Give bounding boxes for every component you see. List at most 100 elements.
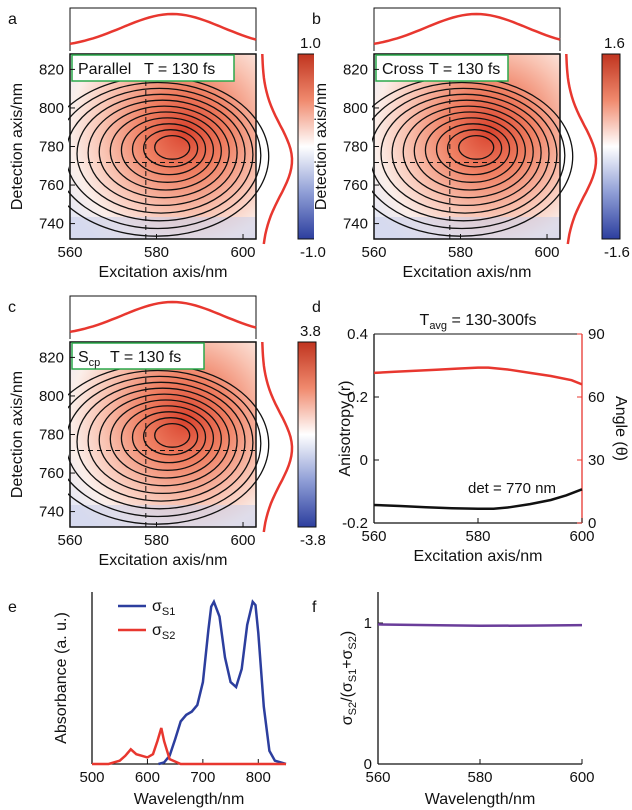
contour-line <box>76 381 246 502</box>
y-tick-label: 800 <box>39 100 64 117</box>
x-tick-label: 580 <box>144 532 169 549</box>
y-axis-label-left-d: Anisotropy (r) <box>337 380 354 476</box>
y-tick-label: 740 <box>343 216 368 233</box>
x-tick-label: 560 <box>57 532 82 549</box>
mask-left <box>10 341 68 528</box>
y-tick-label-left: 0.2 <box>347 389 368 406</box>
x-tick-label: 580 <box>448 244 473 261</box>
legend-label-e-0: σS1 <box>152 598 175 618</box>
contour-line <box>424 117 519 183</box>
condition-label-a: Parallel <box>78 61 131 78</box>
contour-line <box>120 405 215 471</box>
y-tick-label-left: 0 <box>360 452 368 469</box>
x-tick-label: 560 <box>361 528 386 545</box>
y-tick-label: 780 <box>39 427 64 444</box>
legend-label-e-1: σS2 <box>152 622 175 642</box>
x-tick-label: 560 <box>57 244 82 261</box>
panel-letter-e: e <box>8 599 17 616</box>
panel-letter-b: b <box>312 11 321 28</box>
y-tick-label-right: 0 <box>588 515 596 532</box>
top-projection-curve-b <box>373 12 561 46</box>
side-projection-curve-c <box>261 341 294 533</box>
contour-line <box>109 111 222 191</box>
x-tick-label: 600 <box>535 244 560 261</box>
contour-line <box>131 411 207 464</box>
x-tick-label: 600 <box>231 532 256 549</box>
y-tick-label: 780 <box>343 139 368 156</box>
y-tick-label: 760 <box>39 177 64 194</box>
x-tick-label: 560 <box>365 769 390 786</box>
contour-line <box>402 105 534 199</box>
contour-line <box>391 99 542 207</box>
x-tick-label: 580 <box>465 528 490 545</box>
colorbar-min-a: -1.0 <box>300 244 326 261</box>
mask-bottom <box>374 240 564 280</box>
contour-line <box>87 387 238 495</box>
mask-bottom <box>70 528 260 568</box>
mask-left <box>10 53 68 240</box>
y-tick-label: 760 <box>39 465 64 482</box>
contour-line <box>154 422 191 448</box>
y-tick-label-right: 90 <box>588 326 605 343</box>
x-axis-label-a: Excitation axis/nm <box>99 264 228 281</box>
contour-line <box>380 93 550 214</box>
colorbar-min-b: -1.6 <box>604 244 630 261</box>
top-projection-curve-a <box>69 12 257 46</box>
contour-line <box>435 123 511 176</box>
y-tick-label: 760 <box>343 177 368 194</box>
y-axis-label-b: Detection axis/nm <box>313 83 330 210</box>
x-tick-label: 700 <box>190 769 215 786</box>
panel-letter-c: c <box>8 299 16 316</box>
colorbar-max-b: 1.6 <box>604 35 625 52</box>
colorbar-min-c: -3.8 <box>300 532 326 549</box>
mask-bottom <box>70 240 260 280</box>
contours-b <box>347 75 574 237</box>
condition-label-box-a <box>71 54 235 82</box>
y-tick-label: 1 <box>364 615 372 632</box>
y-axis-label-right-d: Angle (θ) <box>612 396 629 461</box>
x-axis-label-d: Excitation axis/nm <box>414 548 543 565</box>
y-tick-label: 780 <box>39 139 64 156</box>
colorbar-b <box>601 53 621 240</box>
contour-line <box>458 134 495 160</box>
y-tick-label-right: 60 <box>588 389 605 406</box>
contour-line <box>446 129 503 168</box>
y-axis-label-e: Absorbance (a. u.) <box>53 612 70 744</box>
x-axis-label-e: Wavelength/nm <box>134 791 245 808</box>
series-line-e-1 <box>92 727 286 766</box>
y-tick-label: 820 <box>39 349 64 366</box>
side-projection-curve-b <box>565 53 598 245</box>
y-tick-label: 740 <box>39 216 64 233</box>
series-line-e-0 <box>158 598 287 766</box>
heatmap-fill-c <box>70 342 256 527</box>
condition-label-c: Scp <box>78 349 100 369</box>
x-axis-label-b: Excitation axis/nm <box>403 264 532 281</box>
y-tick-label-left: -0.2 <box>342 515 368 532</box>
time-label-c: T = 130 fs <box>110 349 181 366</box>
y-axis-label-a: Detection axis/nm <box>9 83 26 210</box>
y-tick-label-left: 0.4 <box>347 326 368 343</box>
x-tick-label: 580 <box>467 769 492 786</box>
contour-line <box>87 99 238 207</box>
contour-line <box>98 105 230 199</box>
x-tick-label: 600 <box>231 244 256 261</box>
panel-letter-f: f <box>312 599 317 616</box>
side-projection-curve-a <box>261 53 294 245</box>
contour-line <box>98 393 230 487</box>
colorbar-c <box>297 341 317 528</box>
colorbar-max-c: 3.8 <box>300 323 321 340</box>
x-tick-label: 600 <box>135 769 160 786</box>
y-axis-label-f: σS2/(σS1+σS2) <box>339 631 359 725</box>
x-axis-label-c: Excitation axis/nm <box>99 552 228 569</box>
panel-letter-a: a <box>8 11 17 28</box>
mask-left <box>314 53 372 240</box>
contour-line <box>413 111 526 191</box>
x-tick-label: 600 <box>569 769 594 786</box>
y-axis-label-c: Detection axis/nm <box>9 371 26 498</box>
contour-line <box>154 134 191 160</box>
y-tick-label: 800 <box>39 388 64 405</box>
condition-label-box-b <box>375 54 509 82</box>
contour-line <box>142 417 199 456</box>
y-tick-label: 740 <box>39 504 64 521</box>
contour-line <box>109 399 222 479</box>
